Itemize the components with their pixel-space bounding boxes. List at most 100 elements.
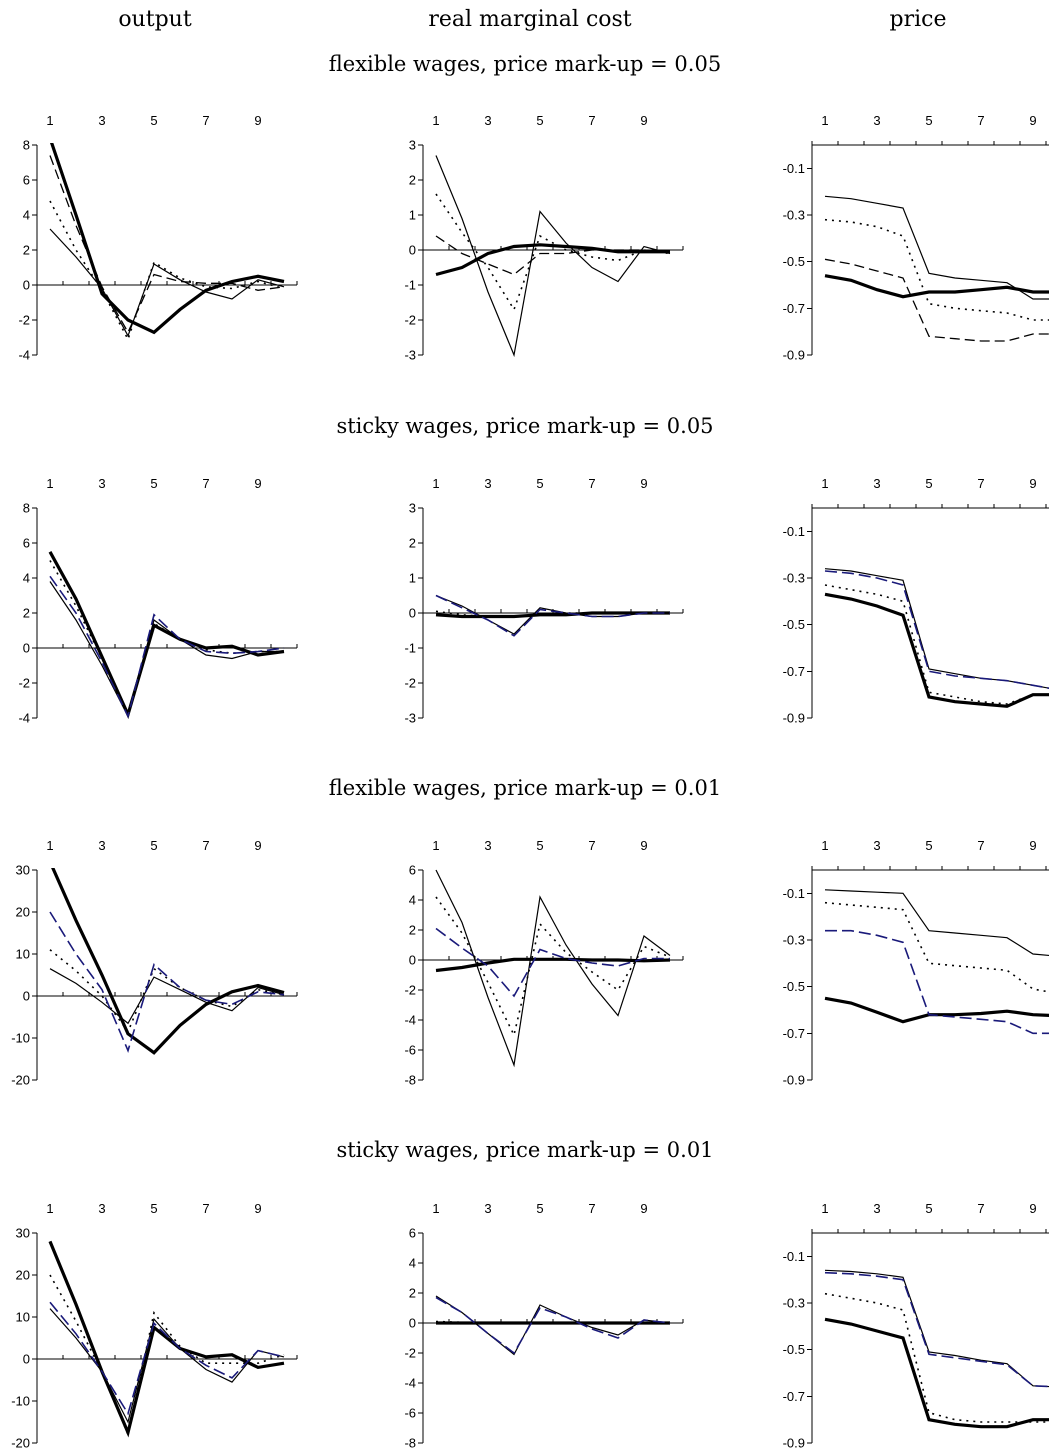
y-tick-label: 4	[409, 893, 416, 908]
y-tick-label: -0.7	[783, 664, 805, 679]
chart-panel-r4-c2: 6 4 2 0 -2 -4 -6 -8 1 3 5 7 9	[404, 1201, 684, 1451]
x-tick-label: 7	[977, 1201, 984, 1216]
series-line-4	[824, 1271, 1049, 1388]
series-line-1	[824, 592, 1049, 708]
series-line-2	[435, 869, 671, 1068]
x-tick-label: 5	[536, 1201, 543, 1216]
series-line-4	[49, 1301, 285, 1416]
series-line-2	[824, 568, 1049, 689]
series-line-4	[824, 570, 1049, 690]
y-tick-label: -0.1	[783, 524, 805, 539]
series-group	[824, 1269, 1049, 1429]
series-line-1	[49, 143, 285, 335]
series-line-3	[49, 200, 285, 342]
y-tick-label: 30	[16, 1226, 30, 1241]
series-line-4	[49, 575, 285, 719]
chart-panel-r4-c3: -0.1 -0.3 -0.5 -0.7 -0.9 1 3 5 7 9	[783, 1201, 1049, 1451]
series-line-3	[49, 1274, 285, 1438]
series-line-2	[824, 889, 1049, 957]
x-tick-label: 7	[588, 113, 595, 128]
y-tick-label: 2	[409, 923, 416, 938]
x-tick-label: 5	[150, 476, 157, 491]
y-tick-label: 0	[409, 1316, 416, 1331]
series-line-1	[824, 1317, 1049, 1429]
chart-panel-r2-c3: -0.1 -0.3 -0.5 -0.7 -0.9 1 3 5 7 9	[783, 476, 1049, 726]
chart-panel-r4-c1: 30 20 10 0 -10 -20 1 3 5 7 9	[11, 1201, 298, 1451]
x-tick-label: 9	[1029, 476, 1036, 491]
series-line-2	[49, 228, 285, 338]
x-tick-label: 7	[588, 476, 595, 491]
y-tick-label: 6	[409, 1226, 416, 1241]
y-tick-label: 2	[23, 243, 30, 258]
y-tick-label: -0.5	[783, 617, 805, 632]
series-group	[49, 868, 285, 1055]
chart-panel-r1-c3: -0.1 -0.3 -0.5 -0.7 -0.9 1 3 5 7 9	[783, 113, 1049, 363]
x-tick-label: 5	[925, 113, 932, 128]
x-tick-label: 1	[46, 476, 53, 491]
y-tick-label: -10	[11, 1031, 30, 1046]
series-line-1	[48, 1240, 285, 1438]
y-tick-label: -0.7	[783, 301, 805, 316]
series-group	[435, 155, 671, 357]
series-line-1	[435, 243, 670, 277]
series-line-3	[824, 584, 1049, 705]
y-tick-label: 8	[23, 138, 30, 153]
y-tick-label: -0.3	[783, 208, 805, 223]
x-tick-label: 9	[1029, 113, 1036, 128]
series-line-2	[435, 1295, 671, 1356]
series-line-1	[435, 611, 670, 619]
x-tick-label: 1	[821, 476, 828, 491]
x-tick-label: 9	[1029, 1201, 1036, 1216]
x-tick-label: 7	[588, 838, 595, 853]
series-group	[48, 551, 285, 720]
y-tick-label: 2	[409, 1286, 416, 1301]
y-tick-label: -0.5	[783, 1342, 805, 1357]
column-title-price: price	[890, 7, 947, 32]
y-tick-label: 0	[23, 278, 30, 293]
y-tick-label: -10	[11, 1394, 30, 1409]
x-tick-label: 9	[640, 838, 647, 853]
x-tick-label: 5	[536, 838, 543, 853]
y-tick-label: -0.5	[783, 979, 805, 994]
x-tick-label: 7	[202, 838, 209, 853]
series-line-4	[435, 235, 671, 276]
x-tick-label: 3	[98, 838, 105, 853]
y-tick-label: -2	[18, 676, 30, 691]
y-tick-label: -4	[404, 1376, 416, 1391]
x-tick-label: 1	[432, 838, 439, 853]
x-tick-label: 3	[873, 1201, 880, 1216]
x-tick-label: 9	[640, 476, 647, 491]
series-line-4	[435, 594, 670, 637]
series-line-4	[824, 258, 1049, 342]
x-tick-label: 7	[588, 1201, 595, 1216]
y-tick-label: -0.9	[783, 1436, 805, 1451]
x-tick-label: 5	[150, 838, 157, 853]
x-tick-label: 9	[254, 476, 261, 491]
y-tick-label: -4	[18, 711, 30, 726]
x-tick-label: 3	[873, 838, 880, 853]
series-line-3	[824, 218, 1049, 321]
x-tick-label: 1	[821, 1201, 828, 1216]
series-group	[435, 594, 670, 637]
series-line-2	[824, 195, 1049, 300]
series-line-2	[49, 1308, 285, 1424]
y-tick-label: -0.9	[783, 348, 805, 363]
x-tick-label: 9	[254, 838, 261, 853]
y-tick-label: -0.7	[783, 1026, 805, 1041]
x-tick-label: 5	[536, 476, 543, 491]
y-tick-label: -2	[404, 676, 416, 691]
series-line-2	[435, 155, 671, 357]
series-line-3	[824, 1292, 1049, 1423]
x-tick-label: 5	[150, 1201, 157, 1216]
series-line-4	[49, 911, 285, 1053]
x-tick-label: 3	[484, 113, 491, 128]
y-tick-label: 1	[409, 208, 416, 223]
x-tick-label: 9	[1029, 838, 1036, 853]
x-tick-label: 9	[640, 113, 647, 128]
x-tick-label: 3	[98, 1201, 105, 1216]
x-tick-label: 1	[46, 838, 53, 853]
series-group	[824, 195, 1049, 342]
x-tick-label: 7	[202, 113, 209, 128]
